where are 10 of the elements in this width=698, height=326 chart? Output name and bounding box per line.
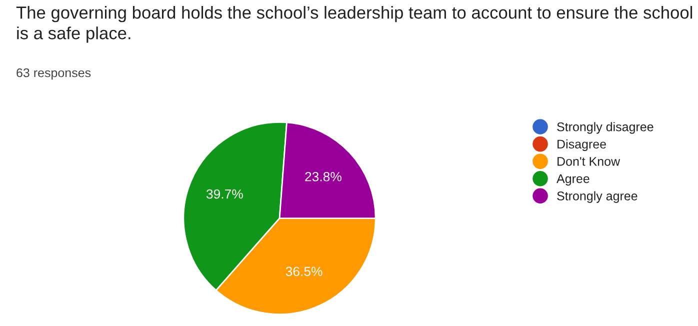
text: 63 responses [16,68,91,80]
legend-label: Disagree [558,139,606,152]
legend-label: Agree [556,174,590,186]
chart-title: The governing board holds the school’s leadership team to account to ensure the school is a safe place. [16,6,692,43]
data-label: 23.8% [305,172,342,182]
legend-label: Strongly disagree [557,122,654,134]
legend-label: Strongly agree [557,191,638,203]
data-label: 36.5% [286,266,322,276]
data-label: 39.7% [206,189,243,199]
legend-label: Don't Know [558,157,620,166]
